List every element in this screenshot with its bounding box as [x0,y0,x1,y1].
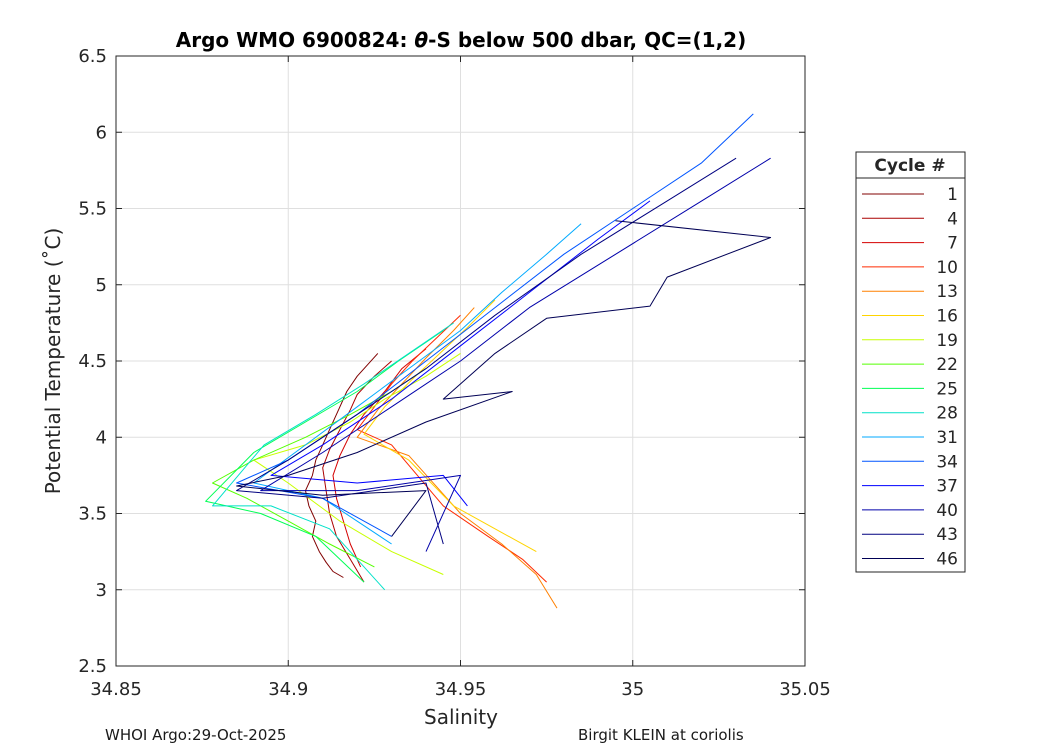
series-line-cycle-46 [236,220,772,537]
legend-label-cycle-22: 22 [936,355,958,375]
x-axis-label: Salinity [424,705,498,729]
y-tick-label: 6.5 [78,46,107,67]
legend-label-cycle-43: 43 [936,525,958,545]
legend-label-cycle-4: 4 [947,209,958,229]
y-tick-label: 5.5 [78,199,107,220]
legend-label-cycle-13: 13 [936,282,958,302]
x-tick-label: 34.9 [268,679,308,700]
legend-label-cycle-37: 37 [936,477,958,497]
axis-ticks: 34.85 34.9 34.95 35 35.05 2.5 3 3.5 4 4.5 5 5.5 6 6.5 [78,46,830,700]
x-tick-label: 35.05 [779,679,831,700]
footer-source-date: WHOI Argo:29-Oct-2025 [105,726,287,744]
series-lines [205,113,772,609]
series-line-cycle-1 [305,353,379,578]
y-tick-label: 3.5 [78,504,107,525]
series-line-cycle-19 [253,352,461,575]
x-tick-label: 34.95 [435,679,487,700]
legend-label-cycle-40: 40 [936,501,958,521]
series-line-cycle-34 [236,113,754,537]
legend-label-cycle-46: 46 [936,550,958,570]
legend-label-cycle-31: 31 [936,428,958,448]
footer-author: Birgit KLEIN at coriolis [578,726,744,744]
legend: Cycle # 1 4 7 10 13 16 19 22 25 28 31 34 37 40 43 46 [855,151,966,573]
legend-label-cycle-7: 7 [947,234,958,254]
y-tick-label: 6 [96,122,107,143]
legend-box [855,151,966,573]
y-tick-label: 4 [96,427,107,448]
y-tick-label: 5 [96,275,107,296]
series-line-cycle-43 [236,157,737,545]
series-line-cycle-28 [212,322,454,591]
x-tick-label: 35 [621,679,644,700]
y-tick-label: 2.5 [78,656,107,677]
series-line-cycle-40 [260,157,771,552]
series-line-cycle-4 [322,360,392,583]
y-axis-label: Potential Temperature (˚C) [41,228,65,495]
chart-title: Argo WMO 6900824: θ-S below 500 dbar, QC… [176,28,746,52]
legend-label-cycle-19: 19 [936,331,958,351]
legend-label-cycle-28: 28 [936,404,958,424]
series-line-cycle-7 [332,348,427,568]
series-line-cycle-37 [270,200,651,507]
legend-label-cycle-25: 25 [936,379,958,399]
series-line-cycle-16 [363,299,537,553]
legend-title: Cycle # [874,156,945,176]
legend-label-cycle-16: 16 [936,307,958,327]
legend-label-cycle-10: 10 [936,258,958,278]
series-line-cycle-31 [253,223,582,545]
series-line-cycle-22 [212,368,427,568]
y-tick-label: 3 [96,580,107,601]
legend-items: 1 4 7 10 13 16 19 22 25 28 31 34 37 40 43 46 [862,185,958,570]
x-tick-label: 34.85 [90,679,142,700]
series-line-cycle-25 [205,330,444,583]
y-tick-label: 4.5 [78,351,107,372]
legend-label-cycle-34: 34 [936,452,958,472]
legend-label-cycle-1: 1 [947,185,958,205]
